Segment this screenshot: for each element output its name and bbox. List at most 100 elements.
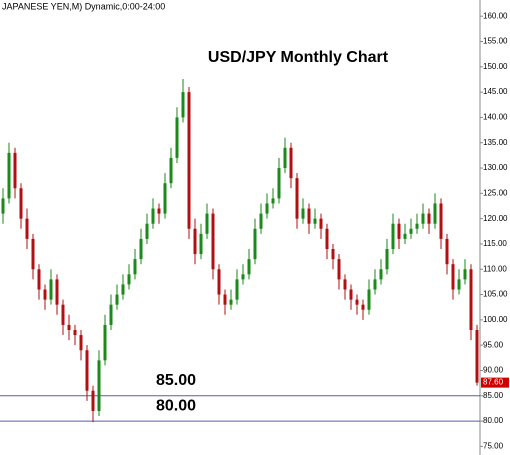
candle-body: [409, 228, 413, 234]
candle-body: [313, 218, 317, 224]
candle-body: [49, 279, 53, 300]
candle-body: [163, 183, 167, 214]
y-tick-label: 90.00: [483, 366, 504, 375]
candle-body: [175, 117, 179, 158]
candle-body: [433, 203, 437, 224]
candle-body: [133, 259, 137, 275]
candle-body: [247, 259, 251, 275]
candle-body: [25, 218, 29, 239]
candle-body: [283, 147, 287, 169]
candle-body: [421, 213, 425, 224]
candle-body: [211, 213, 215, 270]
candle-body: [259, 213, 263, 229]
candle-body: [277, 168, 281, 199]
candle-body: [115, 294, 119, 305]
y-tick-label: 155.00: [483, 37, 508, 46]
y-tick-label: 105.00: [483, 290, 508, 299]
candle-body: [55, 279, 59, 305]
candle-body: [349, 289, 353, 300]
y-tick-label: 115.00: [483, 239, 507, 248]
candle-body: [145, 223, 149, 239]
y-tick-label: 130.00: [483, 163, 508, 172]
candle-body: [79, 335, 83, 351]
candle-body: [265, 203, 269, 214]
candle-body: [205, 213, 209, 234]
candle-body: [1, 198, 5, 214]
candle-body: [187, 92, 191, 229]
candle-body: [151, 208, 155, 224]
y-tick-label: 110.00: [483, 264, 507, 273]
candle-body: [73, 329, 77, 336]
candle-body: [445, 238, 449, 265]
candle-body: [31, 238, 35, 270]
candle-body: [181, 92, 185, 118]
candle-body: [337, 259, 341, 280]
candle-body: [295, 178, 299, 219]
candle-body: [67, 324, 71, 330]
candle-body: [307, 208, 311, 224]
candle-body: [319, 218, 323, 229]
candle-body: [343, 279, 347, 290]
candle-body: [169, 157, 173, 184]
y-tick-label: 120.00: [483, 214, 508, 223]
candle-body: [403, 233, 407, 239]
candle-body: [139, 238, 143, 260]
y-tick-label: 95.00: [483, 340, 504, 349]
candle-body: [61, 304, 65, 325]
candle-body: [37, 269, 41, 290]
y-tick-label: 85.00: [483, 391, 504, 400]
candle-body: [217, 269, 221, 295]
candle-body: [469, 269, 473, 330]
candle-body: [331, 249, 335, 260]
candle-body: [451, 264, 455, 290]
candle-body: [97, 360, 101, 411]
candle-body: [385, 249, 389, 270]
candle-body: [193, 228, 197, 255]
candle-body: [301, 208, 305, 219]
y-tick-label: 135.00: [483, 138, 508, 147]
chart-header: JAPANESE YEN,M) Dynamic,0:00-24:00: [2, 1, 165, 11]
last-price-box: [481, 377, 509, 388]
candle-body: [199, 233, 203, 255]
y-tick-label: 140.00: [483, 113, 508, 122]
candle-body: [355, 299, 359, 305]
candle-body: [13, 152, 17, 189]
candle-body: [157, 208, 161, 214]
candle-body: [103, 324, 107, 361]
candle-body: [121, 284, 125, 295]
candle-body: [241, 274, 245, 280]
candle-body: [91, 390, 95, 411]
candle-body: [373, 279, 377, 290]
candle-body: [415, 223, 419, 229]
candle-body: [325, 228, 329, 250]
candle-body: [427, 213, 431, 224]
candle-body: [127, 274, 131, 285]
y-tick-label: 160.00: [483, 11, 508, 20]
level-label: 85.00: [156, 372, 196, 389]
y-tick-label: 125.00: [483, 188, 508, 197]
candle-body: [43, 289, 47, 300]
y-tick-label: 100.00: [483, 315, 508, 324]
candle-body: [253, 228, 257, 260]
y-tick-label: 75.00: [483, 442, 504, 451]
candle-body: [19, 188, 23, 219]
candle-body: [463, 269, 467, 280]
candle-body: [397, 223, 401, 239]
y-tick-label: 150.00: [483, 62, 508, 71]
candle-body: [223, 294, 227, 305]
level-label: 80.00: [156, 397, 196, 414]
candle-body: [109, 304, 113, 325]
candle-body: [391, 223, 395, 250]
candle-body: [229, 299, 233, 305]
last-price-label: 87.60: [483, 378, 504, 387]
candle-body: [235, 279, 239, 300]
candle-body: [439, 203, 443, 239]
candle-body: [475, 329, 479, 383]
y-tick-label: 145.00: [483, 87, 508, 96]
y-tick-label: 80.00: [483, 416, 504, 425]
candle-body: [367, 289, 371, 310]
candle-body: [457, 279, 461, 290]
candle-body: [379, 269, 383, 280]
candle-body: [85, 350, 89, 391]
